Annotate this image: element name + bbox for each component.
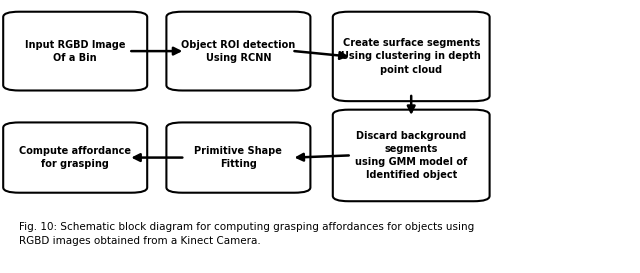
FancyBboxPatch shape: [333, 12, 490, 101]
FancyBboxPatch shape: [166, 12, 310, 91]
Text: Primitive Shape
Fitting: Primitive Shape Fitting: [195, 146, 282, 169]
FancyBboxPatch shape: [333, 110, 490, 201]
Text: Compute affordance
for grasping: Compute affordance for grasping: [19, 146, 131, 169]
Text: Create surface segments
Using clustering in depth
point cloud: Create surface segments Using clustering…: [341, 38, 481, 75]
Text: Input RGBD Image
Of a Bin: Input RGBD Image Of a Bin: [25, 40, 125, 63]
FancyBboxPatch shape: [3, 122, 147, 193]
Text: Object ROI detection
Using RCNN: Object ROI detection Using RCNN: [181, 40, 296, 63]
Text: Discard background
segments
using GMM model of
Identified object: Discard background segments using GMM mo…: [355, 131, 467, 180]
Text: Fig. 10: Schematic block diagram for computing grasping affordances for objects : Fig. 10: Schematic block diagram for com…: [19, 222, 474, 246]
FancyBboxPatch shape: [3, 12, 147, 91]
FancyBboxPatch shape: [166, 122, 310, 193]
